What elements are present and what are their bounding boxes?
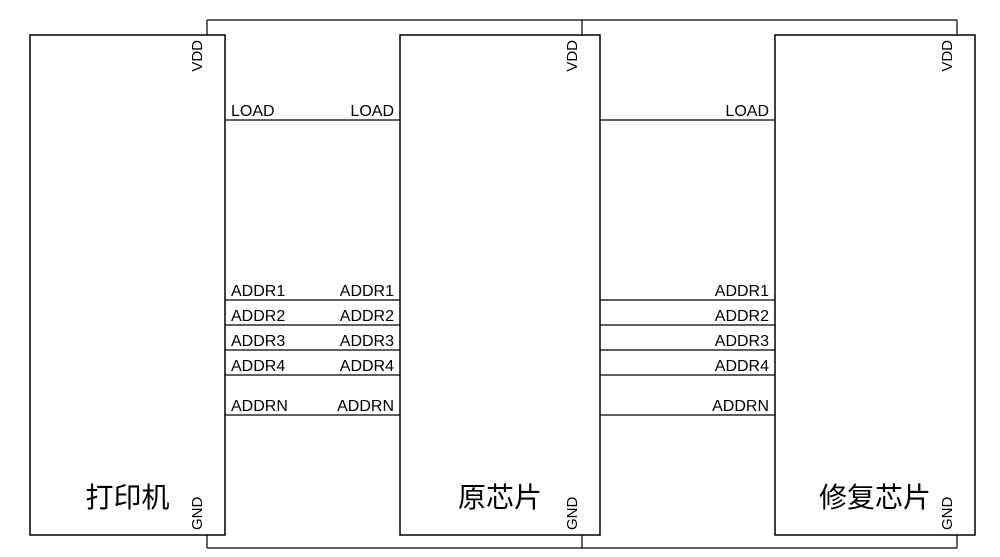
pin-addr2-printer: ADDR2 — [231, 308, 285, 325]
pin-addr1-printer: ADDR1 — [231, 283, 285, 300]
vdd-label-printer: VDD — [189, 40, 206, 72]
pin-addr3-printer: ADDR3 — [231, 333, 285, 350]
pin-addrn-printer: ADDRN — [231, 398, 288, 415]
gnd-label-printer: GND — [189, 497, 206, 531]
pin-addr2-orig-left: ADDR2 — [340, 308, 394, 325]
pin-load-printer: LOAD — [231, 103, 275, 120]
pin-addr4-printer: ADDR4 — [231, 358, 285, 375]
pin-load-repair: LOAD — [725, 103, 769, 120]
pin-addr1-repair: ADDR1 — [715, 283, 769, 300]
pin-addr3-orig-left: ADDR3 — [340, 333, 394, 350]
pin-addr4-repair: ADDR4 — [715, 358, 769, 375]
pin-load-orig-left: LOAD — [350, 103, 394, 120]
pin-addr1-orig-left: ADDR1 — [340, 283, 394, 300]
printer-label: 打印机 — [85, 482, 169, 514]
gnd-label-orig: GND — [564, 497, 581, 531]
pin-addr4-orig-left: ADDR4 — [340, 358, 394, 375]
vdd-label-orig: VDD — [564, 40, 581, 72]
repair-box — [775, 35, 975, 535]
block-diagram: 打印机 原芯片 修复芯片 VDD VDD VDD GND GND GND LOAD LOAD LOAD… — [0, 0, 1000, 557]
pin-addr3-repair: ADDR3 — [715, 333, 769, 350]
pin-addrn-repair: ADDRN — [712, 398, 769, 415]
vdd-label-repair: VDD — [939, 40, 956, 72]
pin-addrn-orig-left: ADDRN — [337, 398, 394, 415]
pin-addr2-repair: ADDR2 — [715, 308, 769, 325]
repair-label: 修复芯片 — [819, 482, 931, 514]
printer-box — [30, 35, 225, 535]
orig-label: 原芯片 — [458, 482, 542, 514]
gnd-label-repair: GND — [939, 497, 956, 531]
orig-box — [400, 35, 600, 535]
